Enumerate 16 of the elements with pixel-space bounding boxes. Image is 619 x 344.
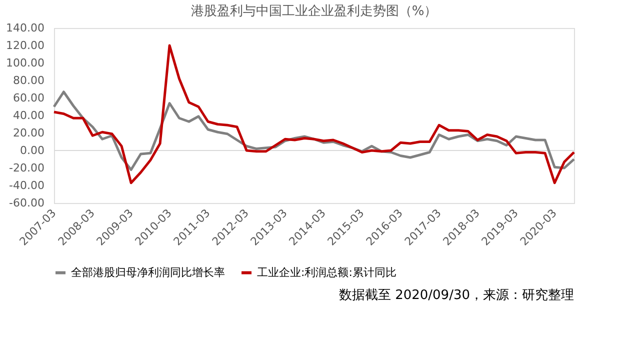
text: 数据截至 2020/09/30，来源：研究整理: [338, 288, 574, 303]
legend-label: 工业企业:利润总额:累计同比: [257, 266, 396, 279]
legend-label: 全部港股归母净利润同比增长率: [71, 266, 225, 279]
chart-title: 港股盈利与中国工业企业盈利走势图（%）: [190, 4, 438, 19]
y-tick-label: 0.00: [20, 144, 44, 157]
line-series: [52, 44, 576, 184]
y-tick-label: -60.00: [9, 196, 44, 210]
y-tick-label: 20.00: [13, 126, 44, 140]
y-tick-label: 80.00: [13, 74, 44, 87]
y-tick-label: 140.00: [6, 22, 44, 34]
y-tick-label: -40.00: [9, 179, 44, 192]
y-tick-label: 120.00: [6, 39, 44, 52]
y-tick-label: -20.00: [9, 162, 44, 174]
y-tick-label: 100.00: [6, 56, 44, 70]
y-tick-label: 60.00: [13, 92, 44, 104]
y-tick-label: 40.00: [13, 109, 44, 122]
